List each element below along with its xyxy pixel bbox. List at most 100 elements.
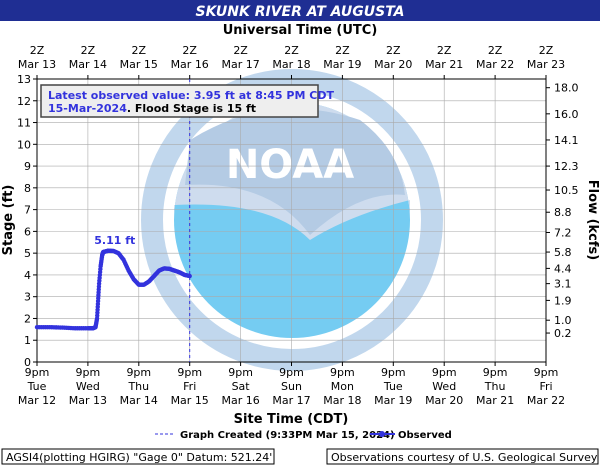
stage-tick-label: 13 — [17, 73, 31, 86]
utc-tick-label: 2Z — [182, 44, 197, 57]
utc-tick-label: 2Z — [30, 44, 45, 57]
site-time-tick-label: Wed — [432, 380, 456, 393]
title-bar — [0, 0, 600, 21]
utc-tick-label: Mar 22 — [476, 58, 514, 71]
site-time-tick-label: Mar 14 — [120, 394, 158, 407]
utc-tick-label: Mar 15 — [120, 58, 158, 71]
site-time-tick-label: Mar 18 — [323, 394, 361, 407]
noaa-logo-bird — [185, 108, 405, 235]
stage-tick-label: 2 — [24, 312, 31, 325]
stage-tick-label: 1 — [24, 334, 31, 347]
utc-tick-label: Mar 14 — [69, 58, 107, 71]
utc-tick-label: 2Z — [81, 44, 96, 57]
footer-datum: AGSI4(plotting HGIRG) "Gage 0" Datum: 52… — [6, 451, 272, 464]
footer-left-box — [1, 448, 275, 465]
flow-tick-label: 4.4 — [554, 262, 572, 275]
site-time-tick-label: Tue — [383, 380, 403, 393]
flow-tick-label: 8.8 — [554, 206, 572, 219]
site-time-tick-label: 9pm — [432, 366, 457, 379]
site-time-tick-label: 9pm — [126, 366, 151, 379]
site-time-tick-label: Mar 21 — [476, 394, 514, 407]
stage-tick-label: 8 — [24, 182, 31, 195]
flow-tick-label: 5.8 — [554, 246, 572, 259]
utc-tick-label: 2Z — [335, 44, 350, 57]
utc-tick-label: 2Z — [284, 44, 299, 57]
site-time-tick-label: 9pm — [76, 366, 101, 379]
flow-tick-label: 0.2 — [554, 327, 572, 340]
flow-axis-label: Flow (kcfs) — [585, 180, 600, 260]
observed-point — [187, 273, 192, 279]
latest-observed-box: Latest observed value: 3.95 ft at 8:45 P… — [40, 84, 334, 118]
stage-tick-label: 0 — [24, 356, 31, 369]
peak-label: 5.11 ft — [94, 234, 135, 247]
flow-tick-label: 1.9 — [554, 294, 572, 307]
utc-tick-label: Mar 16 — [171, 58, 209, 71]
stage-tick-label: 5 — [24, 247, 31, 260]
stage-tick-label: 12 — [17, 95, 31, 108]
utc-tick-label: 2Z — [132, 44, 147, 57]
flow-tick-label: 16.0 — [554, 108, 579, 121]
noaa-watermark: NOAA — [141, 69, 443, 371]
utc-tick-label: Mar 19 — [323, 58, 361, 71]
utc-tick-label: 2Z — [539, 44, 554, 57]
site-time-tick-label: Thu — [127, 380, 149, 393]
stage-axis-label: Stage (ft) — [1, 185, 16, 256]
site-time-axis-label: Site Time (CDT) — [234, 412, 349, 427]
site-time-tick-label: Mon — [331, 380, 354, 393]
site-time-tick-label: 9pm — [534, 366, 559, 379]
utc-tick-label: Mar 17 — [221, 58, 259, 71]
chart-title: SKUNK RIVER AT AUGUSTA — [195, 4, 404, 20]
flow-tick-label: 7.2 — [554, 226, 572, 239]
site-time-tick-label: 9pm — [25, 366, 50, 379]
site-time-tick-label: Mar 15 — [171, 394, 209, 407]
flow-tick-label: 14.1 — [554, 134, 579, 147]
site-time-tick-label: Tue — [27, 380, 47, 393]
footer: AGSI4(plotting HGIRG) "Gage 0" Datum: 52… — [1, 448, 599, 465]
footer-right-box — [326, 448, 599, 465]
site-time-tick-label: Sat — [232, 380, 251, 393]
latest-box-frame — [40, 84, 319, 118]
utc-tick-label: Mar 23 — [527, 58, 565, 71]
flow-tick-label: 1.0 — [554, 314, 572, 327]
noaa-logo-ring — [141, 69, 443, 371]
site-time-tick-label: Mar 20 — [425, 394, 463, 407]
site-time-tick-label: 9pm — [228, 366, 253, 379]
legend-observed: Observed — [398, 430, 452, 441]
flow-tick-label: 12.3 — [554, 160, 579, 173]
utc-tick-label: Mar 21 — [425, 58, 463, 71]
observed-series — [34, 248, 192, 331]
utc-tick-label: Mar 18 — [272, 58, 310, 71]
site-time-tick-label: Mar 19 — [374, 394, 412, 407]
utc-tick-label: Mar 13 — [18, 58, 56, 71]
site-time-tick-label: Wed — [76, 380, 100, 393]
footer-courtesy: Observations courtesy of U.S. Geological… — [331, 451, 598, 464]
stage-tick-label: 10 — [17, 138, 31, 151]
site-time-tick-label: Fri — [183, 380, 196, 393]
site-time-tick-label: Sun — [281, 380, 302, 393]
stage-tick-label: 3 — [24, 291, 31, 304]
stage-tick-label: 9 — [24, 160, 31, 173]
site-time-tick-label: Mar 17 — [272, 394, 310, 407]
flood-stage-text: . Flood Stage is 15 ft — [127, 102, 256, 115]
site-time-tick-label: 9pm — [279, 366, 304, 379]
site-time-tick-label: Mar 13 — [69, 394, 107, 407]
plot-grid — [37, 79, 546, 362]
legend-observed-marker — [379, 431, 385, 437]
site-time-tick-label: 9pm — [381, 366, 406, 379]
latest-observed-date: 15-Mar-2024 — [48, 102, 127, 115]
svg-text:15-Mar-2024. Flood Stage is 15: 15-Mar-2024. Flood Stage is 15 ft — [48, 102, 256, 115]
noaa-logo-text: NOAA — [226, 142, 354, 188]
site-time-tick-label: 9pm — [483, 366, 508, 379]
site-time-tick-label: 9pm — [330, 366, 355, 379]
legend: Graph Created (9:33PM Mar 15, 2024) Obse… — [155, 430, 452, 441]
stage-tick-label: 7 — [24, 204, 31, 217]
latest-observed-value: Latest observed value: 3.95 ft at 8:45 P… — [48, 89, 334, 102]
site-time-tick-label: Thu — [484, 380, 506, 393]
utc-tick-label: Mar 20 — [374, 58, 412, 71]
legend-graph-created: Graph Created (9:33PM Mar 15, 2024) — [180, 430, 395, 441]
site-time-tick-label: Mar 12 — [18, 394, 56, 407]
